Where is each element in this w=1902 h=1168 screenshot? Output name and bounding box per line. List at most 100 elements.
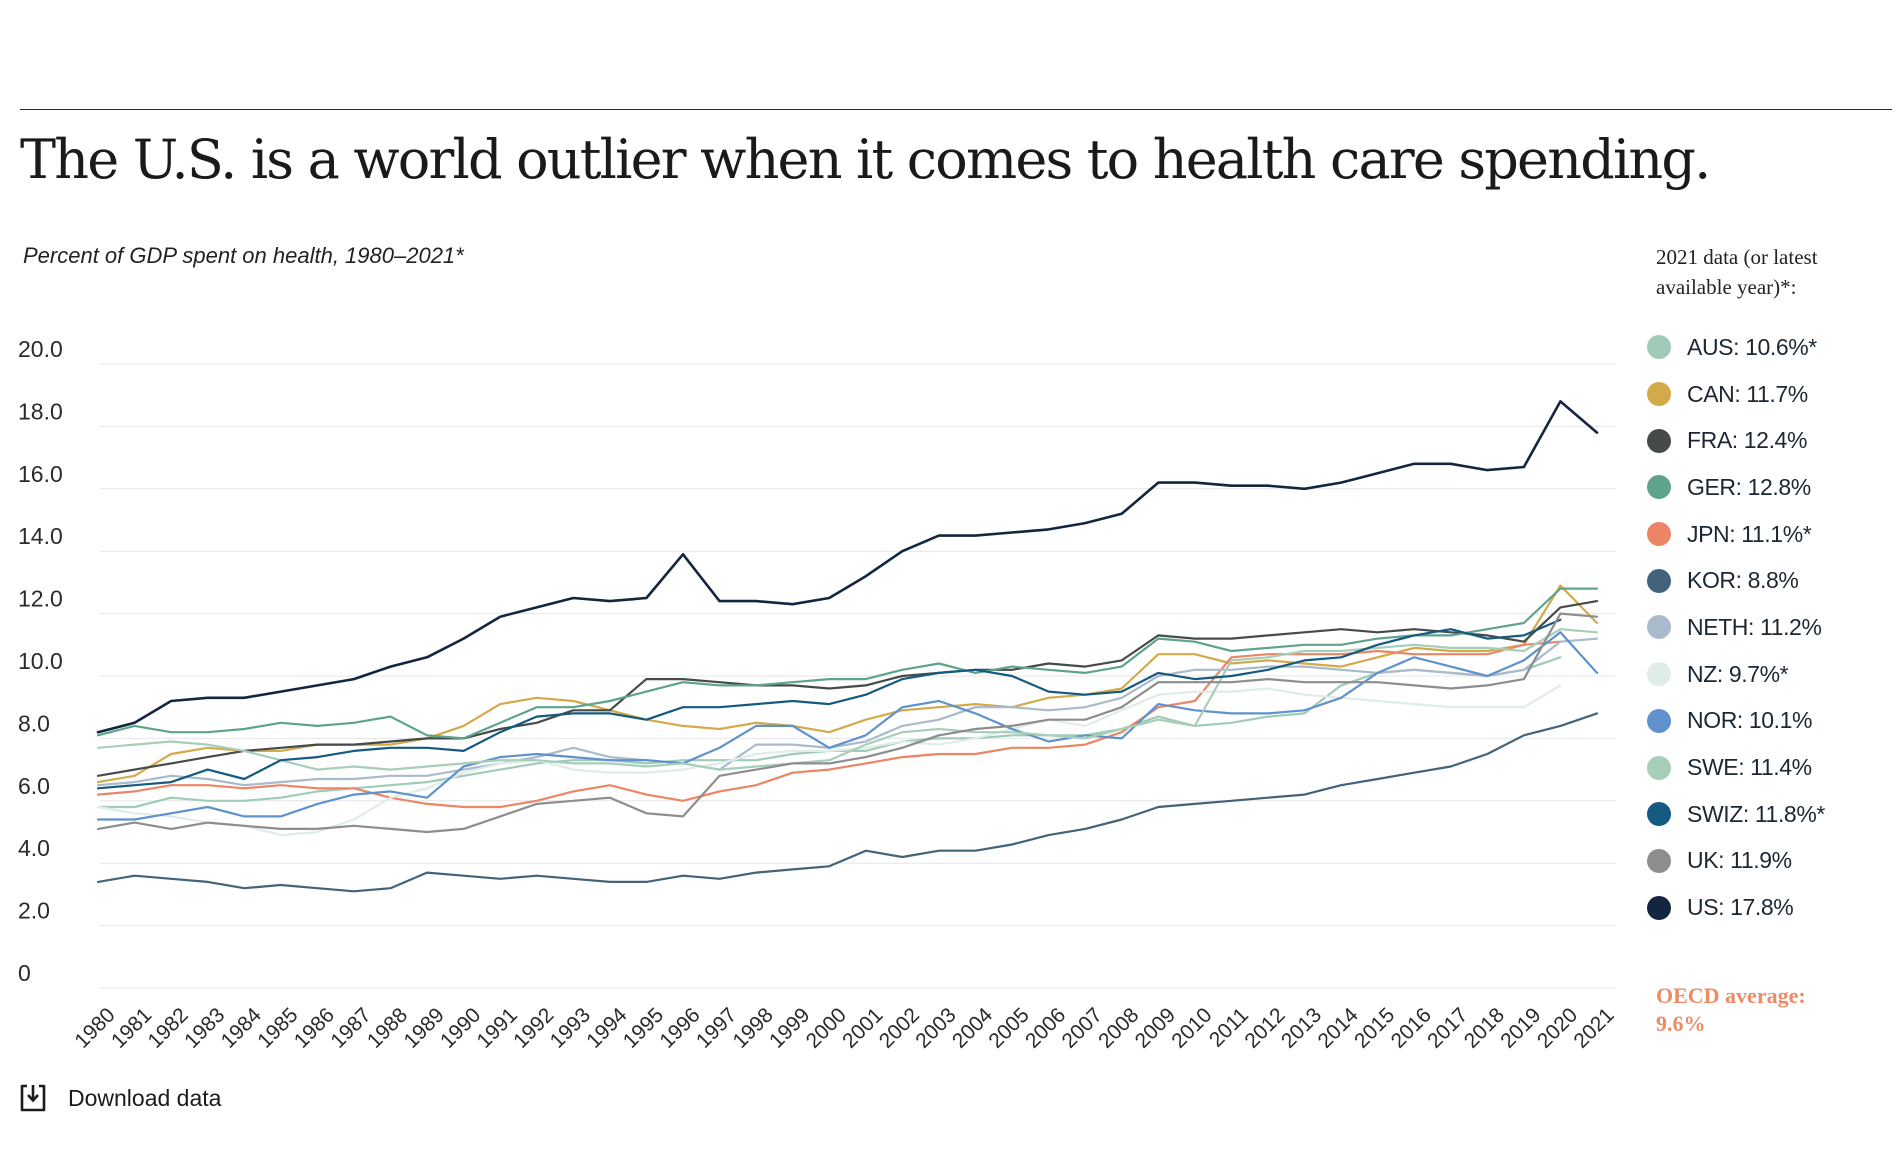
y-tick-label: 2.0 [18, 898, 50, 924]
x-tick-label: 1990 [436, 1003, 485, 1052]
gridlines [100, 363, 1616, 989]
x-tick-label: 2012 [1240, 1003, 1289, 1052]
legend-label: GER: 12.8% [1687, 473, 1811, 500]
chart-subtitle: Percent of GDP spent on health, 1980–202… [23, 243, 464, 268]
legend-swatch [1647, 708, 1671, 733]
series-line-uk [96, 612, 1599, 834]
series-line-swe [96, 628, 1599, 771]
legend-item: UK: 11.9% [1640, 838, 1890, 885]
x-tick-label: 1999 [765, 1003, 814, 1052]
x-tick-label: 2011 [1205, 1003, 1253, 1051]
legend-label: SWIZ: 11.8%* [1687, 800, 1825, 827]
legend-items: AUS: 10.6%* CAN: 11.7% FRA: 12.4% GER: 12.8… [1640, 324, 1890, 931]
legend-swatch [1647, 662, 1671, 687]
x-tick-label: 1997 [692, 1003, 741, 1052]
x-tick-label: 2008 [1094, 1003, 1143, 1052]
x-tick-label: 2017 [1423, 1003, 1472, 1052]
legend-item: AUS: 10.6%* [1640, 324, 1890, 371]
x-tick-label: 2021 [1569, 1003, 1618, 1052]
x-tick-label: 2009 [1131, 1003, 1180, 1052]
x-tick-label: 1989 [399, 1003, 448, 1052]
y-tick-label: 6.0 [18, 773, 50, 799]
y-tick-label: 12.0 [18, 586, 63, 612]
series-line-jpn [96, 640, 1562, 809]
legend-item: FRA: 12.4% [1640, 417, 1890, 464]
series-line-fra [96, 600, 1599, 777]
legend-swatch [1647, 802, 1671, 827]
legend-swatch [1647, 615, 1671, 640]
legend-swatch [1647, 568, 1671, 593]
x-tick-label: 2014 [1313, 1003, 1363, 1053]
x-tick-label: 2003 [911, 1003, 960, 1052]
x-tick-label: 2007 [1058, 1003, 1107, 1052]
legend-swatch [1647, 848, 1671, 873]
download-data-button[interactable]: Download data [18, 1083, 221, 1114]
legend-item: CAN: 11.7% [1640, 371, 1890, 418]
legend-item: NZ: 9.7%* [1640, 651, 1890, 698]
legend-item: NOR: 10.1% [1640, 698, 1890, 745]
legend-label: JPN: 11.1%* [1687, 520, 1812, 547]
legend-title-line-2: available year)*: [1656, 275, 1797, 299]
series-line-swiz [96, 618, 1562, 790]
x-tick-label: 2019 [1496, 1003, 1545, 1052]
oecd-average-label: OECD average: [1656, 983, 1806, 1008]
x-tick-label: 2002 [875, 1003, 924, 1052]
legend-label: US: 17.8% [1687, 894, 1794, 921]
legend-item: NETH: 11.2% [1640, 604, 1890, 651]
x-tick-label: 1984 [217, 1003, 267, 1053]
oecd-average-value: 9.6% [1656, 1011, 1706, 1036]
x-tick-label: 1995 [619, 1003, 668, 1052]
legend-swatch [1647, 335, 1671, 360]
x-tick-label: 1993 [546, 1003, 595, 1052]
legend-item: KOR: 8.8% [1640, 557, 1890, 604]
x-tick-label: 2016 [1387, 1003, 1436, 1052]
x-tick-label: 2013 [1277, 1003, 1326, 1052]
legend-label: NETH: 11.2% [1687, 613, 1822, 640]
legend: 2021 data (or latest available year)*: A… [1640, 242, 1890, 931]
y-axis-labels: 0 2.0 4.0 6.0 8.0 10.0 12.0 14.0 16.0 18.0 20.0 [18, 336, 63, 986]
legend-swatch [1647, 755, 1671, 780]
download-icon [20, 1084, 46, 1112]
y-tick-label: 18.0 [18, 398, 63, 424]
legend-swatch [1647, 522, 1671, 547]
y-tick-label: 16.0 [18, 461, 63, 487]
y-tick-label: 4.0 [18, 835, 50, 861]
x-tick-label: 1982 [144, 1003, 193, 1052]
legend-swatch [1647, 895, 1671, 920]
x-tick-label: 2020 [1533, 1003, 1582, 1052]
x-tick-label: 1980 [70, 1003, 119, 1052]
series-line-ger [96, 587, 1599, 740]
x-tick-label: 1985 [253, 1003, 302, 1052]
legend-swatch [1647, 382, 1671, 407]
x-tick-label: 2000 [802, 1003, 851, 1052]
x-tick-label: 1988 [363, 1003, 412, 1052]
legend-item: JPN: 11.1%* [1640, 511, 1890, 558]
legend-label: FRA: 12.4% [1687, 427, 1807, 454]
x-axis-labels: 1980198119821983198419851986198719881989… [70, 1003, 1618, 1053]
legend-label: CAN: 11.7% [1687, 380, 1808, 407]
y-tick-label: 8.0 [18, 710, 50, 736]
legend-title-line-1: 2021 data (or latest [1656, 245, 1818, 269]
legend-label: NZ: 9.7%* [1687, 660, 1789, 687]
y-tick-label: 0 [18, 960, 31, 986]
x-tick-label: 1992 [509, 1003, 558, 1052]
x-tick-label: 1981 [107, 1003, 156, 1052]
x-tick-label: 1994 [582, 1003, 632, 1053]
legend-label: NOR: 10.1% [1687, 707, 1813, 734]
legend-label: AUS: 10.6%* [1687, 333, 1817, 360]
y-tick-label: 14.0 [18, 523, 63, 549]
legend-item: US: 17.8% [1640, 884, 1890, 931]
x-tick-label: 1987 [326, 1003, 375, 1052]
x-tick-label: 1983 [180, 1003, 229, 1052]
legend-label: SWE: 11.4% [1687, 754, 1812, 781]
x-tick-label: 2006 [1021, 1003, 1070, 1052]
series-line-us [96, 400, 1599, 734]
legend-swatch [1647, 475, 1671, 500]
legend-title: 2021 data (or latest available year)*: [1656, 242, 1890, 302]
x-tick-label: 2001 [838, 1003, 887, 1052]
line-chart: 0 2.0 4.0 6.0 8.0 10.0 12.0 14.0 16.0 18.0 20.0 19… [18, 336, 1619, 1053]
x-tick-label: 1996 [655, 1003, 704, 1052]
legend-label: UK: 11.9% [1687, 847, 1792, 874]
series-line-kor [96, 712, 1599, 893]
x-tick-label: 2004 [948, 1003, 998, 1053]
